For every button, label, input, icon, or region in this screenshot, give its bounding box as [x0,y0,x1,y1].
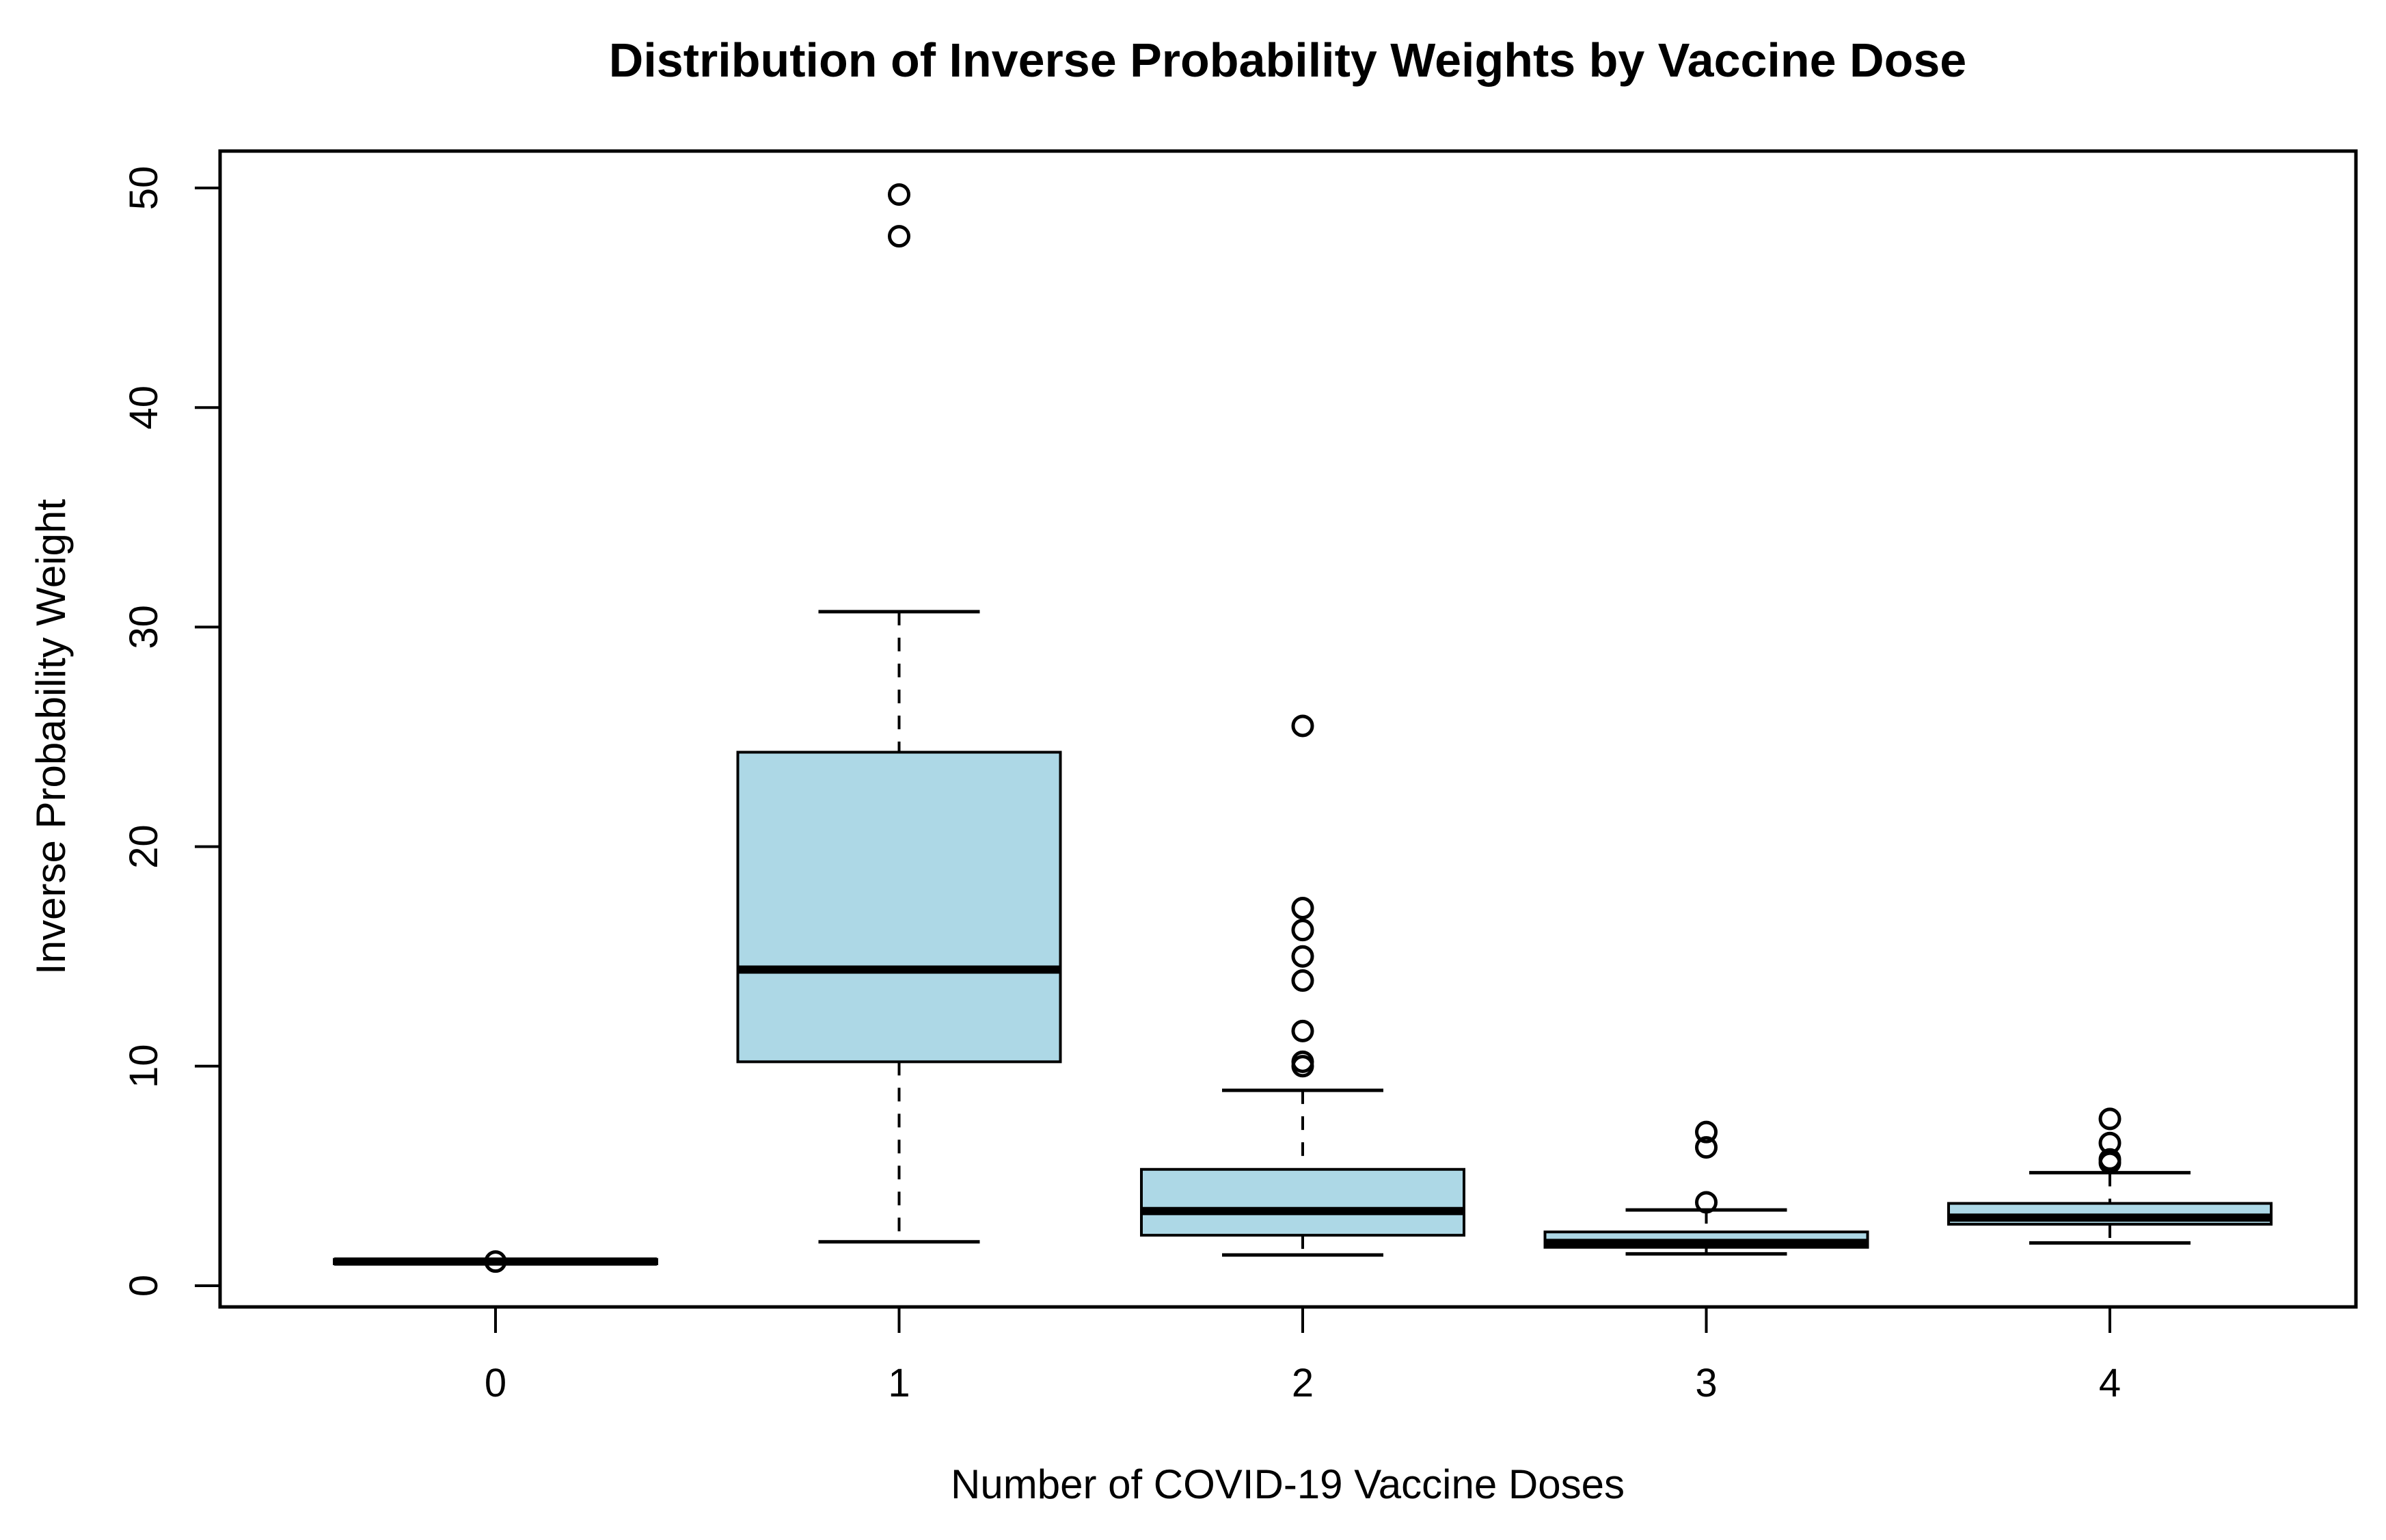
outlier-point [888,183,910,206]
y-axis-label: Inverse Probability Weight [28,499,74,975]
outlier-point [1695,1191,1718,1214]
outlier-point [1291,1050,1314,1073]
x-tick-label: 2 [1292,1361,1314,1405]
outlier-point [1695,1136,1718,1159]
outlier-point [1291,897,1314,920]
outlier-point [1695,1120,1718,1144]
outlier-point [2098,1148,2121,1171]
outlier-point [484,1250,507,1273]
outlier-point [1291,714,1314,738]
plot-area: 0 10 20 30 40 50 0 1 2 3 4 [122,149,2358,1405]
plot-border [218,149,2358,1309]
box [1140,1167,1465,1237]
x-tick-label: 0 [485,1361,506,1405]
y-tick-label: 20 [122,824,166,869]
outlier-point [1291,969,1314,992]
chart-title: Distribution of Inverse Probability Weig… [609,33,1966,87]
y-tick-label: 50 [122,166,166,211]
x-tick-label: 1 [888,1361,910,1405]
y-tick-label: 0 [122,1275,166,1297]
x-tick-label: 4 [2099,1361,2121,1405]
x-axis-label: Number of COVID-19 Vaccine Doses [951,1461,1625,1507]
outlier-point [1291,945,1314,968]
y-tick-label: 30 [122,605,166,649]
outlier-point [2098,1107,2121,1131]
y-tick-label: 10 [122,1044,166,1089]
y-tick-label: 40 [122,386,166,430]
outlier-point [888,225,910,248]
box [736,751,1062,1064]
outlier-point [2098,1131,2121,1154]
outlier-point [1291,1019,1314,1042]
outlier-point [1291,919,1314,942]
x-tick-label: 3 [1695,1361,1717,1405]
